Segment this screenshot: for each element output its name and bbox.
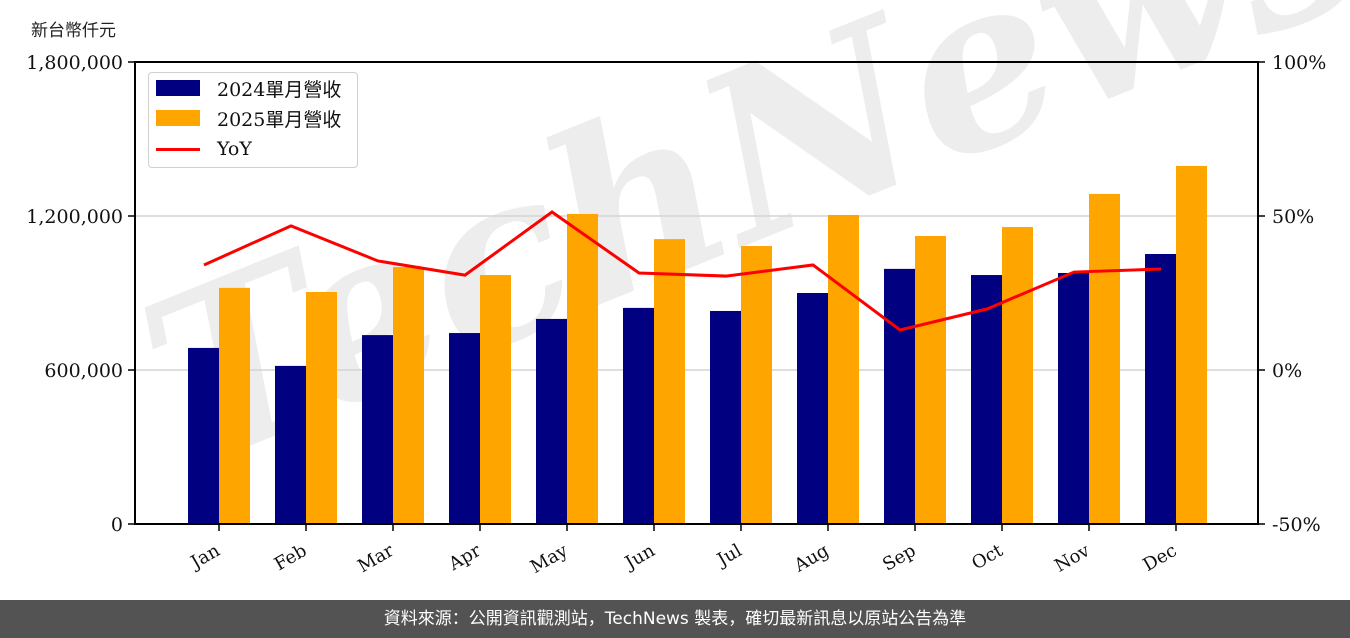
legend-label-yoy: YoY [217, 138, 252, 160]
y-tick-label: 0 [111, 514, 123, 536]
y-right-tick-label: -50% [1272, 514, 1321, 536]
x-tick-label: May [527, 540, 572, 578]
x-tick-label: Dec [1140, 540, 1181, 576]
legend-item-2025: 2025單月營收 [156, 107, 342, 131]
x-tick-label: Apr [444, 540, 484, 575]
legend-item-yoy: YoY [156, 138, 252, 160]
legend-swatch-2025 [156, 110, 200, 126]
bar-nov-2025 [1089, 193, 1120, 524]
yoy-polyline [203, 210, 1162, 332]
bar-apr-2025 [480, 275, 511, 524]
bar-apr-2024 [449, 333, 480, 524]
y-tick-label: 1,200,000 [26, 206, 123, 228]
y-right-tick-label: 100% [1272, 52, 1326, 74]
x-tick-label: Nov [1051, 540, 1094, 577]
y-right-tick-label: 0% [1272, 360, 1302, 382]
y-right-tick-label: 50% [1272, 206, 1314, 228]
x-tick-label: Jul [712, 540, 746, 572]
y-axis-unit-label: 新台幣仟元 [31, 21, 116, 41]
bar-feb-2024 [275, 365, 306, 524]
x-tick-label: Aug [790, 540, 833, 577]
bar-jul-2024 [710, 310, 741, 524]
x-tick-label: Sep [879, 540, 919, 575]
bar-mar-2024 [362, 335, 393, 524]
x-tick-label: Jun [620, 540, 659, 575]
x-tick-label: Oct [968, 540, 1007, 575]
bar-jun-2024 [623, 307, 654, 524]
bars [188, 165, 1207, 525]
x-tick-label: Jan [186, 540, 224, 574]
bar-may-2025 [567, 213, 598, 525]
bar-jul-2025 [741, 246, 772, 524]
bar-jan-2024 [188, 347, 219, 524]
bar-dec-2025 [1176, 165, 1207, 524]
source-footer: 資料來源：公開資訊觀測站，TechNews 製表，確切最新訊息以原站公告為準 [0, 600, 1350, 638]
chart-area: TechNews 0600,0001,200,0001,800,000-50%0… [26, 0, 1350, 578]
x-tick-label: Feb [271, 540, 311, 575]
bar-may-2024 [536, 318, 567, 524]
bar-jan-2025 [219, 287, 250, 524]
legend-item-2024: 2024單月營收 [156, 77, 342, 101]
bar-nov-2024 [1058, 272, 1089, 524]
bar-dec-2024 [1145, 253, 1176, 524]
bar-oct-2025 [1002, 227, 1033, 524]
bar-aug-2025 [828, 214, 859, 524]
legend-line-yoy [156, 147, 200, 151]
x-tick-label: Mar [354, 540, 398, 577]
bar-mar-2025 [393, 267, 424, 524]
legend-label-2025: 2025單月營收 [217, 108, 342, 131]
bar-oct-2024 [971, 275, 1002, 524]
legend-label-2024: 2024單月營收 [217, 78, 342, 101]
bar-sep-2025 [915, 236, 946, 524]
y-tick-label: 600,000 [44, 360, 123, 382]
yoy-line [203, 210, 1162, 332]
plot-frame [134, 61, 1259, 525]
bar-jun-2025 [654, 239, 685, 524]
bar-sep-2024 [884, 268, 915, 524]
legend: 2024單月營收 2025單月營收 YoY [148, 72, 358, 168]
bar-feb-2025 [306, 291, 337, 524]
bar-aug-2024 [797, 293, 828, 524]
y-tick-label: 1,800,000 [26, 52, 123, 74]
legend-swatch-2024 [156, 80, 200, 96]
